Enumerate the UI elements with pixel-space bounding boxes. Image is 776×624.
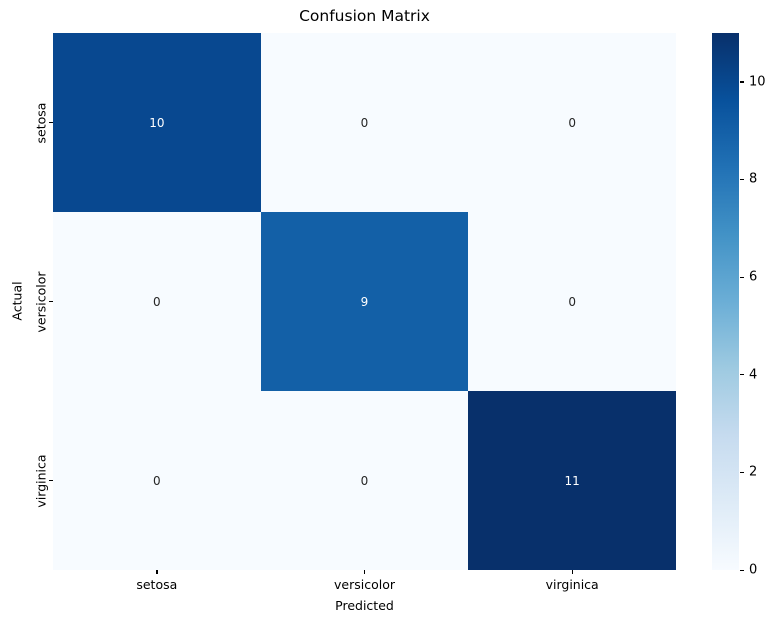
x-tick-mark bbox=[156, 570, 158, 574]
heatmap-cell: 0 bbox=[468, 33, 676, 212]
colorbar-tick-label: 8 bbox=[749, 171, 758, 187]
y-tick-label: versicolor bbox=[33, 271, 49, 332]
colorbar-tick-mark bbox=[740, 569, 744, 571]
x-axis-label: Predicted bbox=[335, 598, 394, 613]
y-axis-label: Actual bbox=[9, 281, 25, 321]
y-tick-label: setosa bbox=[33, 102, 49, 143]
x-tick-label: virginica bbox=[545, 577, 599, 592]
heatmap-cell: 0 bbox=[53, 391, 261, 570]
y-tick-label: virginica bbox=[33, 453, 49, 508]
x-tick-mark bbox=[571, 570, 573, 574]
y-tick-mark bbox=[49, 122, 53, 124]
heatmap-cell: 0 bbox=[53, 212, 261, 391]
colorbar-tick-label: 0 bbox=[749, 562, 758, 578]
colorbar-tick-mark bbox=[740, 178, 744, 181]
heatmap-cell: 10 bbox=[53, 33, 261, 212]
heatmap-cell: 0 bbox=[468, 212, 676, 391]
y-tick-mark bbox=[49, 301, 53, 303]
colorbar-tick-label: 10 bbox=[749, 74, 766, 90]
colorbar-tick-mark bbox=[740, 471, 744, 474]
heatmap-cell: 11 bbox=[468, 391, 676, 570]
colorbar-tick-label: 4 bbox=[749, 367, 758, 383]
x-tick-mark bbox=[364, 570, 366, 574]
x-tick-label: versicolor bbox=[334, 577, 395, 592]
colorbar bbox=[712, 33, 739, 570]
heatmap-cell: 0 bbox=[260, 391, 469, 570]
heatmap: 10 0 0 0 9 0 0 0 11 bbox=[53, 33, 676, 570]
heatmap-cell: 0 bbox=[260, 33, 469, 212]
chart-title: Confusion Matrix bbox=[299, 7, 430, 25]
colorbar-tick-mark bbox=[740, 276, 744, 278]
colorbar-tick-mark bbox=[740, 81, 744, 83]
y-tick-mark bbox=[49, 480, 53, 482]
x-tick-label: setosa bbox=[136, 577, 178, 592]
colorbar-tick-label: 6 bbox=[749, 269, 758, 285]
colorbar-tick-mark bbox=[740, 374, 744, 376]
colorbar-tick-label: 2 bbox=[749, 464, 758, 480]
heatmap-cell: 9 bbox=[260, 212, 469, 391]
